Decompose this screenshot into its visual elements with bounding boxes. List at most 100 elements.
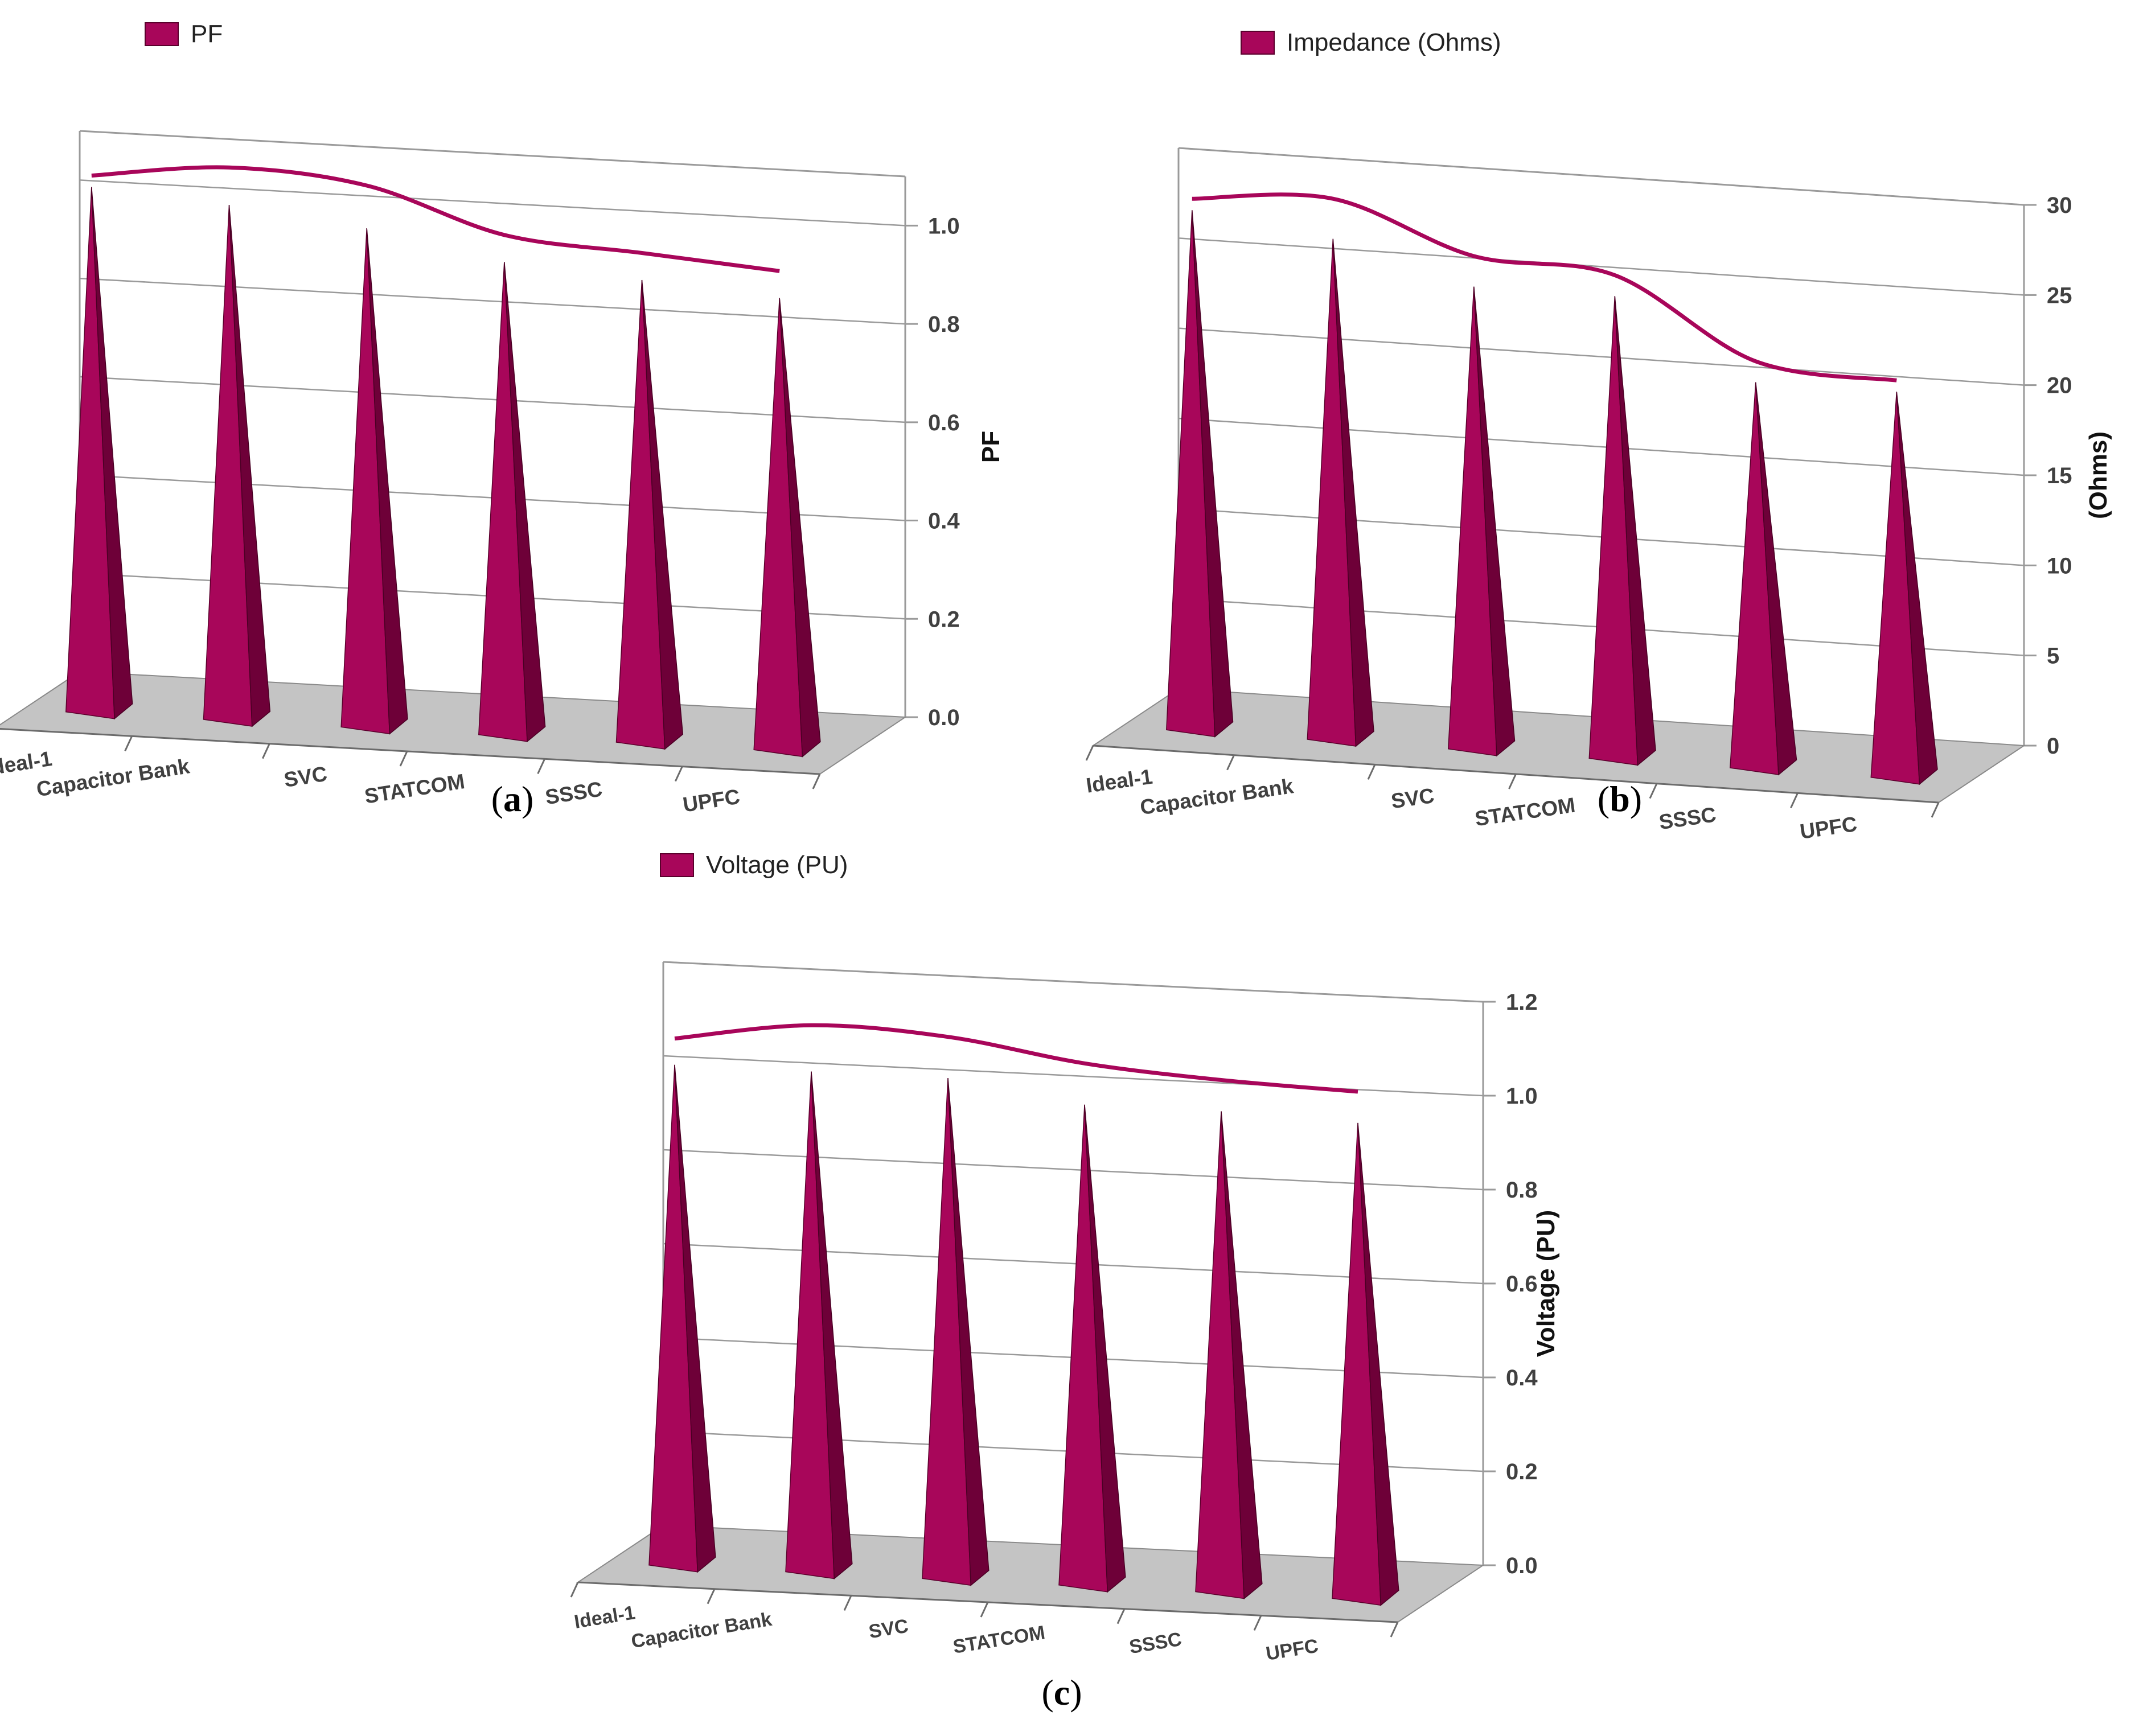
y-tick-label: 0.0 bbox=[1506, 1553, 1538, 1578]
x-tick bbox=[980, 1602, 989, 1618]
legend-swatch bbox=[145, 22, 179, 46]
x-tick bbox=[1790, 792, 1799, 808]
pyramid-bar-side bbox=[1473, 286, 1516, 757]
pyramid-bar-side bbox=[1357, 1122, 1399, 1606]
pyramid-bar-side bbox=[1221, 1111, 1263, 1600]
panel-caption: (b) bbox=[1598, 779, 1642, 819]
gridline bbox=[1178, 327, 2025, 386]
x-tick-label: Capacitor Bank bbox=[1139, 774, 1295, 819]
gridline bbox=[79, 376, 906, 423]
x-tick bbox=[1253, 1615, 1262, 1631]
x-tick bbox=[1226, 755, 1235, 771]
y-tick-label: 0.8 bbox=[1506, 1178, 1538, 1203]
y-tick-label: 0.4 bbox=[1506, 1365, 1538, 1391]
panel-caption: (a) bbox=[491, 779, 534, 819]
x-tick bbox=[843, 1595, 852, 1611]
gridline bbox=[1178, 417, 2025, 476]
x-tick bbox=[124, 735, 133, 751]
y-tick-label: 0.6 bbox=[1506, 1272, 1538, 1297]
x-tick-label: SSSC bbox=[1657, 803, 1718, 834]
series-curve bbox=[1192, 192, 1897, 382]
x-tick bbox=[674, 766, 683, 782]
pyramid-bar-side bbox=[947, 1078, 990, 1586]
y-axis-title: Voltage (PU) bbox=[1532, 1210, 1560, 1357]
y-tick-label: 10 bbox=[2047, 553, 2072, 578]
x-tick-label: SVC bbox=[282, 762, 329, 792]
x-tick-label: SVC bbox=[1390, 784, 1436, 813]
x-tick-label: Ideal-1 bbox=[573, 1602, 637, 1633]
x-tick bbox=[1508, 774, 1517, 789]
y-tick-label: 0.0 bbox=[928, 705, 960, 730]
panel-caption: (c) bbox=[1041, 1672, 1082, 1713]
y-axis-title: (Ohms) bbox=[2084, 431, 2112, 519]
gridline bbox=[663, 961, 1484, 1003]
x-tick bbox=[707, 1589, 716, 1605]
x-tick bbox=[1390, 1622, 1399, 1638]
gridline bbox=[663, 1243, 1484, 1285]
y-tick-label: 1.2 bbox=[1506, 990, 1538, 1015]
pyramid-bar-side bbox=[91, 187, 133, 720]
gridline bbox=[79, 277, 906, 325]
pyramid-bar-side bbox=[779, 298, 821, 758]
x-tick-label: Capacitor Bank bbox=[630, 1609, 773, 1652]
y-tick-label: 0.6 bbox=[928, 410, 960, 435]
pyramid-bar-side bbox=[1192, 210, 1234, 738]
y-tick-label: 0.8 bbox=[928, 312, 960, 337]
gridline bbox=[1178, 147, 2025, 206]
gridline bbox=[79, 179, 906, 227]
x-tick bbox=[399, 751, 408, 767]
x-tick bbox=[261, 743, 270, 759]
legend-label: PF bbox=[191, 20, 223, 48]
y-tick-label: 20 bbox=[2047, 373, 2072, 398]
y-tick-label: 1.0 bbox=[928, 213, 960, 238]
x-tick-label: UPFC bbox=[1264, 1635, 1320, 1665]
pyramid-bar-side bbox=[366, 228, 408, 735]
legend-label: Impedance (Ohms) bbox=[1287, 28, 1501, 56]
x-tick-label: Capacitor Bank bbox=[35, 754, 191, 801]
pyramid-bar-side bbox=[1755, 382, 1797, 776]
x-tick bbox=[1116, 1609, 1126, 1624]
panel-caption-letter: a bbox=[503, 779, 522, 819]
x-tick-label: Ideal-1 bbox=[0, 747, 54, 780]
pyramid-bar-side bbox=[228, 205, 271, 727]
y-tick-label: 0.4 bbox=[928, 509, 960, 534]
chart-panel-c: 0.0 0.2 0.4 0.6 0.8 1.0 1.2 Voltage (PU) Ideal-1… bbox=[570, 851, 1560, 1713]
x-tick-label: STATCOM bbox=[1473, 793, 1576, 831]
series-curve bbox=[91, 165, 780, 273]
y-tick-label: 0.2 bbox=[1506, 1459, 1538, 1484]
gridline bbox=[1178, 237, 2025, 296]
x-tick bbox=[570, 1582, 579, 1598]
x-tick-label: Ideal-1 bbox=[1085, 765, 1154, 797]
y-tick-label: 15 bbox=[2047, 463, 2072, 488]
x-tick-label: UPFC bbox=[681, 785, 742, 817]
y-tick-label: 0 bbox=[2047, 734, 2059, 759]
x-tick bbox=[537, 758, 546, 774]
pyramid-bar-side bbox=[674, 1064, 716, 1573]
y-tick-label: 0.2 bbox=[928, 607, 960, 632]
x-tick-label: SSSC bbox=[544, 777, 604, 809]
y-axis-title: PF bbox=[977, 431, 1005, 463]
x-tick-label: UPFC bbox=[1799, 812, 1859, 844]
back-wall-top-edge bbox=[79, 130, 906, 178]
x-tick bbox=[1649, 783, 1658, 799]
y-tick-label: 30 bbox=[2047, 193, 2072, 218]
pyramid-bar-side bbox=[811, 1071, 853, 1580]
y-tick-label: 1.0 bbox=[1506, 1084, 1538, 1109]
pyramid-bar-side bbox=[641, 279, 684, 750]
panel-caption-letter: b bbox=[1610, 779, 1630, 819]
x-tick bbox=[812, 774, 821, 789]
x-tick-label: STATCOM bbox=[951, 1622, 1046, 1658]
x-tick-label: SVC bbox=[867, 1615, 910, 1643]
series-curve bbox=[674, 1023, 1358, 1094]
x-tick bbox=[1367, 764, 1376, 780]
y-tick-label: 25 bbox=[2047, 283, 2072, 308]
pyramid-bar-side bbox=[1614, 296, 1656, 766]
gridline bbox=[663, 1149, 1484, 1191]
legend-swatch bbox=[660, 853, 694, 877]
pyramid-bar-side bbox=[1084, 1104, 1126, 1593]
x-tick bbox=[1931, 802, 1940, 818]
legend-swatch bbox=[1241, 31, 1275, 55]
